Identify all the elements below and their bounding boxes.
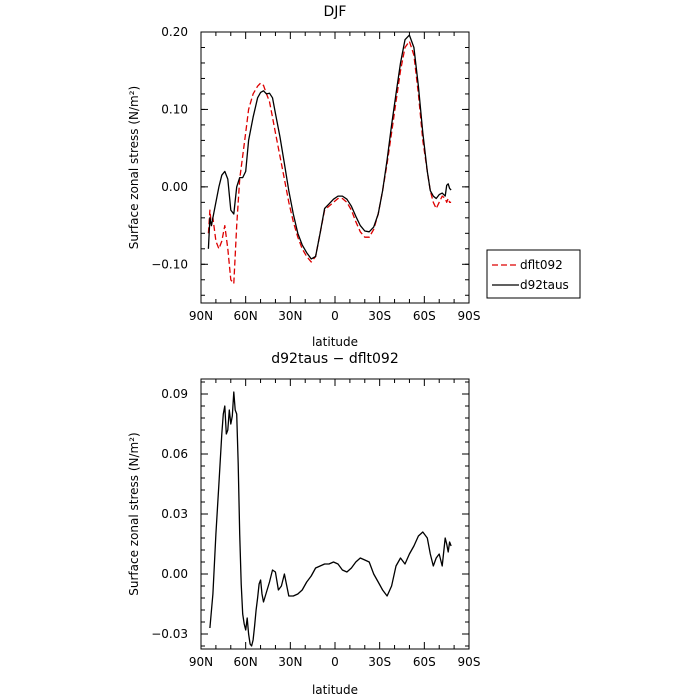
y-tick-label: 0.10 bbox=[161, 102, 188, 116]
x-tick-label: 60N bbox=[234, 309, 258, 323]
x-tick-label: 30S bbox=[368, 309, 391, 323]
chart-panel-1: DJF 90N 60N 30N 0 30S 60S 90S −0.10 0.00 0.10 0.20 l… bbox=[127, 4, 581, 349]
x-tick-label: 30S bbox=[368, 655, 391, 669]
series-line-dflt092 bbox=[207, 40, 452, 285]
x-tick-label: 90N bbox=[189, 655, 213, 669]
y-tick-label: −0.03 bbox=[151, 627, 188, 641]
legend-label-d92taus: d92taus bbox=[520, 278, 569, 292]
x-tick-label: 90N bbox=[189, 309, 213, 323]
x-tick-label: 60S bbox=[413, 655, 436, 669]
chart-title: d92taus − dflt092 bbox=[271, 351, 398, 367]
x-axis-label: latitude bbox=[312, 683, 358, 697]
chart-panel-2: d92taus − dflt092 90N 60N 30N 0 30S 60S 90S −0.0… bbox=[127, 351, 480, 697]
x-tick-label: 30N bbox=[278, 655, 302, 669]
y-tick-label: 0.03 bbox=[161, 507, 188, 521]
series-line-d92taus bbox=[207, 34, 452, 260]
y-axis-label: Surface zonal stress (N/m²) bbox=[127, 432, 141, 596]
x-tick-label: 90S bbox=[458, 309, 481, 323]
series-line-diff-1 bbox=[209, 391, 452, 647]
plot-frame bbox=[200, 378, 470, 650]
y-axis-label: Surface zonal stress (N/m²) bbox=[127, 86, 141, 250]
legend-box bbox=[486, 249, 581, 299]
chart-title: DJF bbox=[324, 4, 347, 20]
y-tick-label: 0.00 bbox=[161, 180, 188, 194]
y-tick-label: −0.10 bbox=[151, 257, 188, 271]
x-tick-label: 0 bbox=[331, 309, 339, 323]
x-tick-label: 90S bbox=[458, 655, 481, 669]
x-tick-label: 0 bbox=[331, 655, 339, 669]
x-axis-label: latitude bbox=[312, 335, 358, 349]
plot-frame bbox=[200, 31, 470, 304]
y-tick-label: 0.06 bbox=[161, 447, 188, 461]
x-tick-label: 60S bbox=[413, 309, 436, 323]
y-tick-label: 0.00 bbox=[161, 567, 188, 581]
y-tick-label: 0.09 bbox=[161, 387, 188, 401]
x-tick-label: 30N bbox=[278, 309, 302, 323]
x-tick-label: 60N bbox=[234, 655, 258, 669]
y-tick-label: 0.20 bbox=[161, 25, 188, 39]
legend-label-dflt092: dflt092 bbox=[520, 258, 563, 272]
